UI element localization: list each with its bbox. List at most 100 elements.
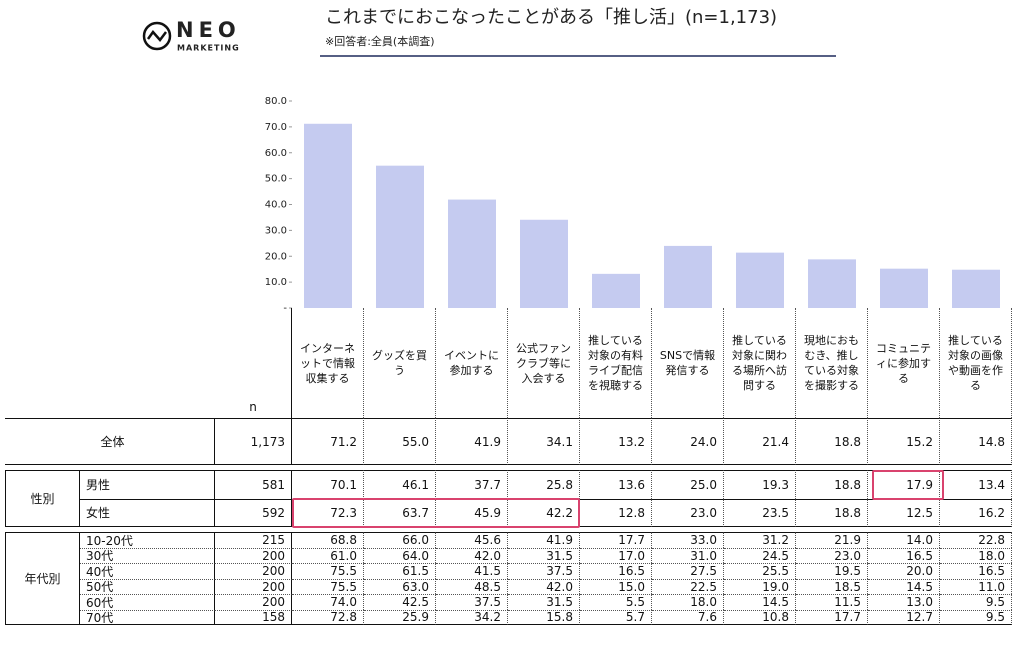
bar [952,269,1000,308]
table-cell: 34.1 [508,418,580,465]
table-cell: 215 [215,532,292,548]
table-cell: 12.7 [868,609,940,625]
table-cell: 9.5 [940,594,1012,610]
table-cell: 75.5 [292,563,364,579]
table-cell: 21.9 [796,532,868,548]
table-cell: 13.6 [580,470,652,499]
highlight-box [872,470,944,500]
table-cell: 37.7 [436,470,508,499]
table-cell: 72.8 [292,609,364,625]
table-cell: 40代 [80,563,215,579]
table-cell: 17.7 [796,609,868,625]
table-cell: 5.7 [580,609,652,625]
table-cell: 性別 [5,470,80,527]
table-cell: イベントに参加する [436,308,508,418]
table-cell: 50代 [80,578,215,594]
table-cell: 13.2 [580,418,652,465]
table-cell: 41.9 [436,418,508,465]
logo-name: NEO [176,18,241,42]
table-cell: 19.0 [724,578,796,594]
table-cell: 33.0 [652,532,724,548]
table-cell: 41.5 [436,563,508,579]
bar [736,252,784,308]
table-cell: 55.0 [364,418,436,465]
table-cell: 592 [215,498,292,527]
table-cell: 14.8 [940,418,1012,465]
table-cell: 現地におもむき、推している対象を撮影する [796,308,868,418]
y-tick-label: 70.0 [265,122,287,133]
table-cell: 42.0 [508,578,580,594]
table-cell: n [215,308,292,418]
table-cell: 37.5 [436,594,508,610]
table-cell: 68.8 [292,532,364,548]
table-cell: 22.8 [940,532,1012,548]
table-cell: 42.5 [364,594,436,610]
table-cell: 14.0 [868,532,940,548]
table-cell: 31.0 [652,547,724,563]
logo-wave [146,29,167,42]
table-cell: 11.0 [940,578,1012,594]
table-cell: 61.0 [292,547,364,563]
table-cell: 14.5 [868,578,940,594]
table-cell: 25.9 [364,609,436,625]
table-cell: 19.3 [724,470,796,499]
table-cell: 31.2 [724,532,796,548]
table-cell: 15.8 [508,609,580,625]
table-cell: 37.5 [508,563,580,579]
table-cell: 24.5 [724,547,796,563]
table-cell: 13.0 [868,594,940,610]
table-cell: 25.8 [508,470,580,499]
table-cell: 9.5 [940,609,1012,625]
table-cell: 158 [215,609,292,625]
table-cell: 20.0 [868,563,940,579]
table-cell: コミュニティに参加する [868,308,940,418]
table-cell: 18.0 [652,594,724,610]
table-cell: 34.2 [436,609,508,625]
table-cell: 30代 [80,547,215,563]
table-cell: 581 [215,470,292,499]
table-cell: 12.5 [868,498,940,527]
y-tick-label: 60.0 [265,148,287,159]
table-cell: 男性 [80,470,215,499]
bar [520,219,568,308]
table-cell: 25.0 [652,470,724,499]
table-cell: 15.2 [868,418,940,465]
table-cell: 46.1 [364,470,436,499]
bar [376,165,424,308]
table-cell: 年代別 [5,532,80,625]
bar [880,268,928,308]
table-cell: 70.1 [292,470,364,499]
table-cell: 63.0 [364,578,436,594]
table-cell: 1,173 [215,418,292,465]
y-tick-label: 50.0 [265,174,287,185]
table-cell: 5.5 [580,594,652,610]
table-cell: 19.5 [796,563,868,579]
bar [664,245,712,308]
table-cell: 200 [215,578,292,594]
table-cell: 17.0 [580,547,652,563]
table-cell: 61.5 [364,563,436,579]
table-cell: 17.7 [580,532,652,548]
title: これまでにおこなったことがある「推し活」(n=1,173) [325,7,777,28]
table-cell: 71.2 [292,418,364,465]
subtitle: ※回答者:全員(本調査) [325,34,435,48]
table-cell: 18.8 [796,418,868,465]
table-cell: 18.8 [796,498,868,527]
table-cell: 16.5 [868,547,940,563]
table-cell: 31.5 [508,547,580,563]
y-tick-label: 30.0 [265,225,287,236]
bar [808,259,856,308]
table-cell: 25.5 [724,563,796,579]
table-cell: 11.5 [796,594,868,610]
table-cell: 27.5 [652,563,724,579]
table-cell: 10-20代 [80,532,215,548]
table-cell: SNSで情報発信する [652,308,724,418]
table-cell: 21.4 [724,418,796,465]
bar [592,273,640,308]
table-cell: 22.5 [652,578,724,594]
table-cell: 200 [215,563,292,579]
table-cell: 74.0 [292,594,364,610]
y-tick-label: 80.0 [265,96,287,107]
